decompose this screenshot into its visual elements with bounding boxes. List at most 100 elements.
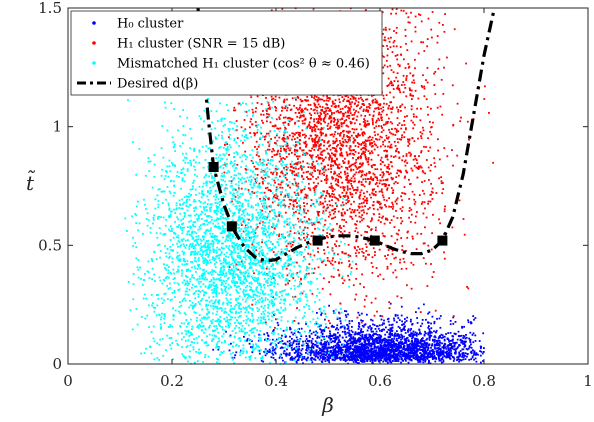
data-point — [402, 81, 405, 83]
data-point — [457, 356, 459, 359]
data-point — [331, 204, 334, 207]
data-point — [381, 352, 384, 355]
data-point — [411, 81, 413, 84]
data-point — [309, 354, 312, 357]
data-point — [393, 346, 396, 348]
data-point — [370, 330, 373, 333]
data-point — [392, 203, 394, 206]
data-point — [322, 149, 325, 152]
data-point — [340, 144, 343, 146]
data-point — [403, 323, 405, 325]
data-point — [396, 117, 399, 119]
data-point — [451, 335, 454, 337]
data-point — [424, 360, 427, 363]
data-point — [429, 356, 432, 358]
data-point — [430, 349, 433, 352]
data-point — [330, 168, 333, 170]
data-point — [310, 340, 313, 342]
data-point — [393, 343, 395, 345]
data-point — [479, 350, 481, 352]
data-point — [380, 113, 382, 116]
data-point — [378, 360, 380, 363]
data-point — [360, 358, 363, 361]
data-point — [263, 333, 266, 336]
data-point — [340, 111, 342, 113]
data-point — [434, 93, 437, 95]
data-point — [416, 317, 418, 319]
data-point — [433, 72, 435, 75]
data-point — [381, 171, 384, 174]
data-point — [387, 328, 390, 331]
data-point — [309, 127, 311, 129]
data-point — [293, 357, 295, 360]
data-point — [388, 354, 391, 357]
data-point — [273, 196, 275, 198]
data-point — [363, 352, 365, 355]
data-point — [469, 341, 472, 344]
data-point — [389, 107, 392, 110]
data-point — [254, 178, 257, 181]
data-point — [281, 107, 284, 109]
data-point — [386, 350, 388, 353]
data-point — [466, 353, 469, 356]
data-point — [273, 125, 276, 128]
data-point — [381, 110, 384, 113]
data-point — [354, 151, 357, 153]
data-point — [328, 353, 331, 356]
data-point — [324, 110, 327, 113]
data-point — [433, 338, 436, 341]
data-point — [430, 133, 433, 136]
data-point — [346, 331, 349, 334]
data-point — [431, 232, 433, 235]
data-point — [443, 66, 445, 69]
data-point — [440, 180, 443, 183]
data-point — [433, 162, 436, 164]
data-point — [363, 152, 365, 155]
data-point — [407, 328, 410, 331]
data-point — [328, 357, 330, 360]
data-point — [344, 357, 347, 359]
data-point — [328, 200, 331, 203]
data-point — [367, 139, 369, 142]
data-point — [291, 138, 293, 141]
data-point — [282, 157, 285, 159]
data-point — [362, 198, 365, 200]
data-point — [306, 108, 309, 111]
data-point — [326, 257, 329, 259]
data-point — [430, 164, 432, 166]
data-point — [401, 320, 403, 323]
data-point — [325, 326, 328, 329]
data-point — [471, 356, 474, 359]
data-point — [458, 360, 460, 363]
data-point — [303, 356, 306, 358]
data-point — [472, 349, 474, 352]
data-point — [441, 337, 443, 339]
data-point — [433, 330, 435, 333]
data-point — [367, 342, 370, 345]
data-point — [254, 146, 256, 148]
data-point — [380, 357, 383, 360]
data-point — [364, 343, 367, 346]
data-point — [291, 357, 294, 360]
data-point — [372, 357, 374, 360]
data-point — [389, 221, 391, 224]
data-point — [448, 351, 451, 354]
data-point — [272, 171, 275, 174]
data-point — [410, 287, 413, 290]
data-point — [321, 98, 324, 101]
data-point — [348, 352, 350, 355]
data-point — [305, 358, 307, 361]
data-point — [363, 358, 366, 361]
data-point — [372, 201, 375, 203]
data-point — [329, 108, 331, 111]
data-point — [326, 352, 328, 355]
data-point — [320, 324, 322, 327]
data-point — [399, 106, 401, 108]
data-point — [403, 192, 406, 195]
data-point — [441, 342, 443, 345]
data-point — [395, 321, 398, 324]
data-point — [297, 158, 299, 160]
data-point — [327, 152, 329, 155]
data-point — [388, 339, 391, 342]
data-point — [262, 122, 264, 124]
